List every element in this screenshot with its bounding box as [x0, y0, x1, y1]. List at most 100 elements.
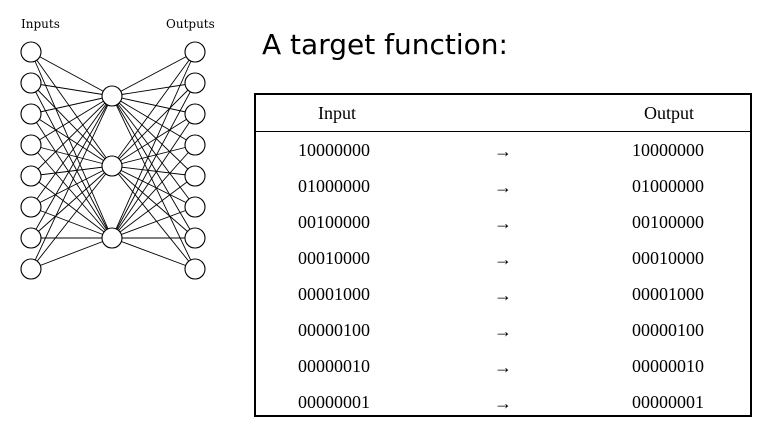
input-node	[20, 258, 42, 280]
row-output: 00010000	[632, 248, 704, 268]
row-output: 10000000	[632, 140, 704, 160]
connection-line	[30, 82, 113, 167]
connection-line	[111, 206, 196, 239]
output-node	[184, 196, 206, 218]
connection-line	[30, 51, 113, 239]
hidden-node	[101, 85, 123, 107]
connection-lines	[30, 51, 196, 270]
connection-line	[111, 95, 196, 177]
connection-line	[111, 95, 196, 270]
connection-line	[30, 144, 113, 239]
input-node	[20, 165, 42, 187]
connection-line	[30, 175, 113, 239]
row-output: 01000000	[632, 176, 704, 196]
connection-line	[30, 95, 113, 239]
connection-line	[111, 82, 196, 97]
row-input: 00001000	[298, 284, 370, 304]
table-row: 00100000 → 00100000	[256, 212, 750, 248]
row-input: 00000010	[298, 356, 370, 376]
output-node	[184, 103, 206, 125]
arrow-icon: →	[494, 285, 512, 305]
connection-line	[111, 144, 196, 167]
arrow-icon: →	[494, 213, 512, 233]
output-node	[184, 227, 206, 249]
hidden-node	[101, 227, 123, 249]
connection-line	[30, 95, 113, 115]
connection-line	[30, 165, 113, 239]
table-row: 00001000 → 00001000	[256, 284, 750, 320]
table-row: 10000000 → 10000000	[256, 140, 750, 176]
connection-line	[111, 51, 196, 167]
connection-line	[30, 165, 113, 177]
table-row: 00010000 → 00010000	[256, 248, 750, 284]
table-row: 00000001 → 00000001	[256, 392, 750, 428]
connection-line	[111, 95, 196, 239]
row-output: 00001000	[632, 284, 704, 304]
connection-line	[30, 95, 113, 177]
input-node	[20, 134, 42, 156]
table-row: 01000000 → 01000000	[256, 176, 750, 212]
connection-line	[111, 165, 196, 270]
connection-line	[111, 165, 196, 177]
neural-network-diagram: Inputs Outputs	[20, 17, 215, 280]
row-output: 00100000	[632, 212, 704, 232]
arrow-icon: →	[494, 141, 512, 161]
row-output: 00000001	[632, 392, 704, 412]
table-row: 00000100 → 00000100	[256, 320, 750, 356]
input-node	[20, 72, 42, 94]
connection-line	[30, 82, 113, 239]
connection-line	[30, 95, 113, 146]
connection-line	[111, 95, 196, 208]
output-node	[184, 258, 206, 280]
target-function-table: Input Output 10000000 → 10000000 0100000…	[254, 93, 752, 417]
connection-line	[30, 51, 113, 97]
connection-line	[30, 51, 113, 167]
input-node	[20, 196, 42, 218]
table-row: 00000010 → 00000010	[256, 356, 750, 392]
connection-line	[30, 95, 113, 208]
connection-line	[30, 113, 113, 167]
output-node	[184, 41, 206, 63]
row-input: 00100000	[298, 212, 370, 232]
row-input: 00010000	[298, 248, 370, 268]
input-node	[20, 41, 42, 63]
connection-line	[111, 144, 196, 239]
connection-line	[30, 237, 113, 270]
output-node	[184, 134, 206, 156]
row-output: 00000010	[632, 356, 704, 376]
arrow-icon: →	[494, 321, 512, 341]
connection-line	[111, 95, 196, 115]
row-output: 00000100	[632, 320, 704, 340]
inputs-label: Inputs	[21, 17, 60, 31]
table-header: Input Output	[256, 95, 750, 132]
connection-line	[30, 165, 113, 270]
network-nodes	[20, 41, 206, 280]
hidden-node	[101, 155, 123, 177]
connection-line	[111, 82, 196, 167]
connection-line	[111, 51, 196, 239]
connection-line	[111, 113, 196, 239]
row-input: 00000100	[298, 320, 370, 340]
connection-line	[111, 51, 196, 97]
arrow-icon: →	[494, 177, 512, 197]
input-node	[20, 103, 42, 125]
connection-line	[30, 144, 113, 167]
connection-line	[111, 165, 196, 208]
header-input: Input	[318, 103, 356, 123]
connection-line	[111, 237, 196, 270]
arrow-icon: →	[494, 249, 512, 269]
row-input: 00000001	[298, 392, 370, 412]
connection-line	[111, 95, 196, 146]
header-output: Output	[644, 103, 695, 123]
connection-line	[30, 165, 113, 208]
connection-line	[30, 82, 113, 97]
page-title: A target function:	[262, 28, 508, 61]
connection-line	[30, 113, 113, 239]
arrow-icon: →	[494, 357, 512, 377]
arrow-icon: →	[494, 393, 512, 413]
connection-line	[111, 175, 196, 239]
connection-line	[111, 165, 196, 239]
row-input: 01000000	[298, 176, 370, 196]
row-input: 10000000	[298, 140, 370, 160]
output-node	[184, 72, 206, 94]
